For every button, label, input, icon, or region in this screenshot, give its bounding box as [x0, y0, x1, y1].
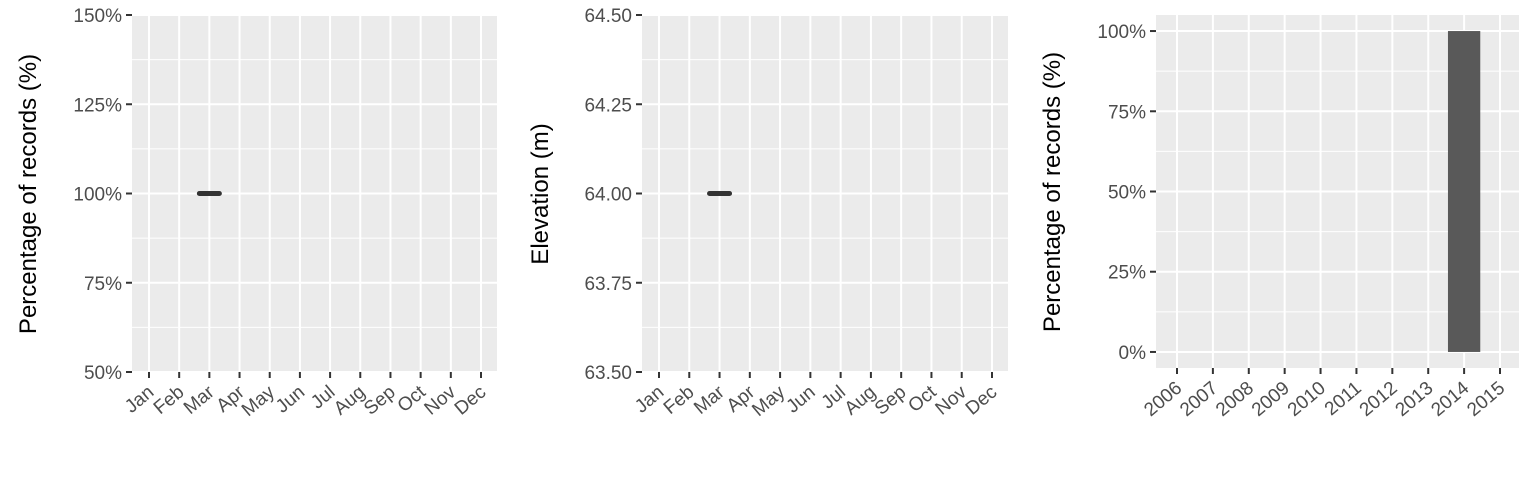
y-tick-label: 50%: [84, 363, 122, 384]
y-axis-title: Percentage of records (%): [1039, 52, 1066, 332]
x-tick-label: 2012: [1356, 378, 1402, 421]
y-tick-label: 64.50: [584, 6, 632, 27]
y-tick-label: 25%: [1108, 263, 1146, 284]
y-tick-label: 100%: [1097, 22, 1146, 43]
y-tick-label: 125%: [73, 95, 122, 116]
x-tick-label: Dec: [962, 382, 1001, 420]
y-tick-label: 64.00: [584, 185, 632, 206]
y-tick-label: 0%: [1119, 343, 1147, 364]
y-tick-label: 75%: [1108, 102, 1146, 123]
y-tick-label: 63.75: [584, 274, 632, 295]
chart-panel-2: 63.5063.7564.0064.2564.50JanFebMarAprMay…: [527, 6, 1008, 421]
x-tick-label: 2008: [1212, 378, 1258, 421]
x-tick-label: 2010: [1284, 378, 1330, 421]
y-tick-label: 100%: [73, 185, 122, 206]
x-tick-label: 2014: [1427, 377, 1473, 421]
y-tick-label: 64.25: [584, 95, 632, 116]
x-tick-label: Jun: [272, 382, 309, 418]
x-tick-label: Dec: [451, 382, 490, 420]
x-tick-label: 2013: [1392, 378, 1438, 421]
y-tick-label: 63.50: [584, 363, 632, 384]
y-tick-label: 150%: [73, 6, 122, 27]
x-tick-label: 2015: [1463, 378, 1509, 421]
x-tick-label: Jun: [783, 382, 820, 418]
chart-panel-1: 50%75%100%125%150%JanFebMarAprMayJunJulA…: [15, 6, 497, 421]
chart-panel-3: 0%25%50%75%100%2006200720082009201020112…: [1039, 15, 1519, 421]
x-tick-label: 2006: [1140, 378, 1186, 421]
y-axis-title: Elevation (m): [527, 123, 554, 264]
x-tick-label: 2011: [1321, 378, 1366, 420]
y-tick-label: 50%: [1108, 183, 1146, 204]
x-tick-label: 2007: [1176, 378, 1222, 421]
bar-2014: [1447, 31, 1481, 352]
y-axis-title: Percentage of records (%): [15, 54, 42, 334]
y-tick-label: 75%: [84, 274, 122, 295]
x-tick-label: 2009: [1248, 378, 1294, 421]
